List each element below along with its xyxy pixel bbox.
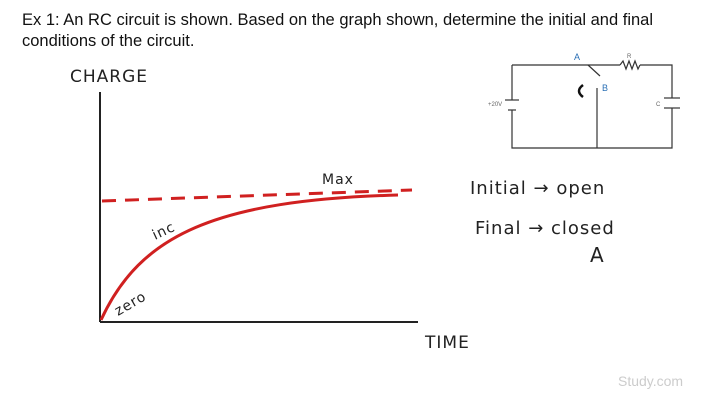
y-label: CHARGE (70, 67, 148, 87)
circuit (505, 59, 680, 149)
switch-label: B (602, 83, 608, 93)
note: A (590, 243, 605, 267)
resistor-label: R (627, 54, 632, 60)
annotation: zero (112, 289, 149, 320)
max-line (101, 188, 413, 203)
note: Initial → open (470, 178, 605, 199)
charge-curve (99, 193, 399, 321)
x-label: TIME (424, 333, 470, 353)
capacitor-label: C (656, 102, 661, 108)
note: Final → closed (475, 218, 615, 239)
question: Ex 1: An RC circuit is shown. Based on t… (22, 11, 654, 50)
switch-label: A (574, 52, 580, 62)
watermark: Study.com (618, 373, 683, 389)
annotation: Max (322, 172, 354, 188)
source-label: +20V (488, 102, 502, 108)
